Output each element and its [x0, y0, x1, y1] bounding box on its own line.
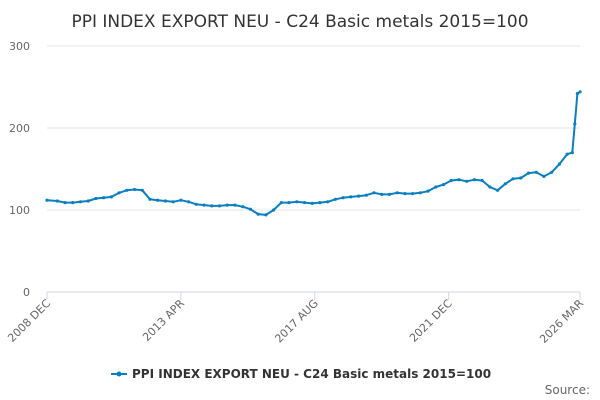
legend-dot-marker [117, 372, 122, 377]
data-point [195, 203, 198, 206]
y-tick-label: 300 [9, 40, 30, 53]
data-point [156, 199, 159, 202]
data-point [318, 201, 321, 204]
data-point [287, 201, 290, 204]
data-point [133, 188, 136, 191]
data-point [488, 185, 491, 188]
data-point [427, 190, 430, 193]
data-point [71, 201, 74, 204]
data-point [527, 172, 530, 175]
data-point [578, 90, 581, 93]
data-point [357, 195, 360, 198]
data-point [233, 204, 236, 207]
data-point [450, 179, 453, 182]
data-point [272, 208, 275, 211]
grid [47, 46, 580, 210]
data-point [257, 213, 260, 216]
data-point [349, 195, 352, 198]
data-point [241, 205, 244, 208]
data-point [87, 199, 90, 202]
data-point [419, 191, 422, 194]
data-point [334, 198, 337, 201]
data-point [442, 183, 445, 186]
data-point [148, 198, 151, 201]
x-tick-label: 2026 MAR [537, 297, 586, 346]
data-point [342, 196, 345, 199]
data-point [519, 176, 522, 179]
data-point [226, 204, 229, 207]
data-point [573, 122, 576, 125]
y-axis: 0 100 200 300 [9, 40, 30, 299]
data-point [457, 178, 460, 181]
data-point [125, 189, 128, 192]
data-point [172, 200, 175, 203]
x-tick-label: 2017 AUG [272, 297, 321, 346]
data-point [56, 199, 59, 202]
chart-title: PPI INDEX EXPORT NEU - C24 Basic metals … [71, 12, 528, 32]
data-point [550, 171, 553, 174]
data-point [311, 202, 314, 205]
data-point [303, 201, 306, 204]
data-point [535, 171, 538, 174]
data-point [141, 189, 144, 192]
data-point [118, 191, 121, 194]
data-point [210, 204, 213, 207]
data-point [179, 199, 182, 202]
data-point [465, 180, 468, 183]
data-point [365, 194, 368, 197]
data-point [403, 192, 406, 195]
data-point [496, 189, 499, 192]
y-tick-label: 200 [9, 122, 30, 135]
data-point [504, 182, 507, 185]
data-point [411, 192, 414, 195]
data-point [566, 153, 569, 156]
y-tick-label: 100 [9, 204, 30, 217]
data-point [45, 199, 48, 202]
data-point [63, 201, 66, 204]
legend[interactable]: PPI INDEX EXPORT NEU - C24 Basic metals … [111, 367, 491, 381]
x-tick-label: 2008 DEC [5, 297, 53, 345]
data-point [481, 179, 484, 182]
source-label: Source: [545, 383, 590, 397]
data-point [218, 204, 221, 207]
y-tick-label: 0 [23, 286, 30, 299]
legend-label: PPI INDEX EXPORT NEU - C24 Basic metals … [132, 367, 491, 381]
x-axis: 2008 DEC 2013 APR 2017 AUG 2021 DEC 2026 MAR [5, 292, 586, 346]
data-point [164, 199, 167, 202]
data-point [249, 208, 252, 211]
data-point [187, 200, 190, 203]
data-point [571, 151, 574, 154]
x-tick-label: 2013 APR [140, 297, 187, 344]
data-point [542, 175, 545, 178]
data-point [110, 195, 113, 198]
data-point [396, 191, 399, 194]
series-line [47, 92, 580, 215]
data-point [102, 196, 105, 199]
data-point [372, 191, 375, 194]
plot-area [45, 90, 581, 216]
data-point [434, 185, 437, 188]
data-point [264, 213, 267, 216]
data-point [203, 204, 206, 207]
data-point [558, 163, 561, 166]
x-tick-label: 2021 DEC [407, 297, 455, 345]
data-point [511, 177, 514, 180]
data-point [388, 193, 391, 196]
data-point [280, 201, 283, 204]
data-point [295, 200, 298, 203]
data-point [326, 200, 329, 203]
data-point [79, 200, 82, 203]
data-point [473, 178, 476, 181]
data-point [94, 197, 97, 200]
data-point [380, 193, 383, 196]
